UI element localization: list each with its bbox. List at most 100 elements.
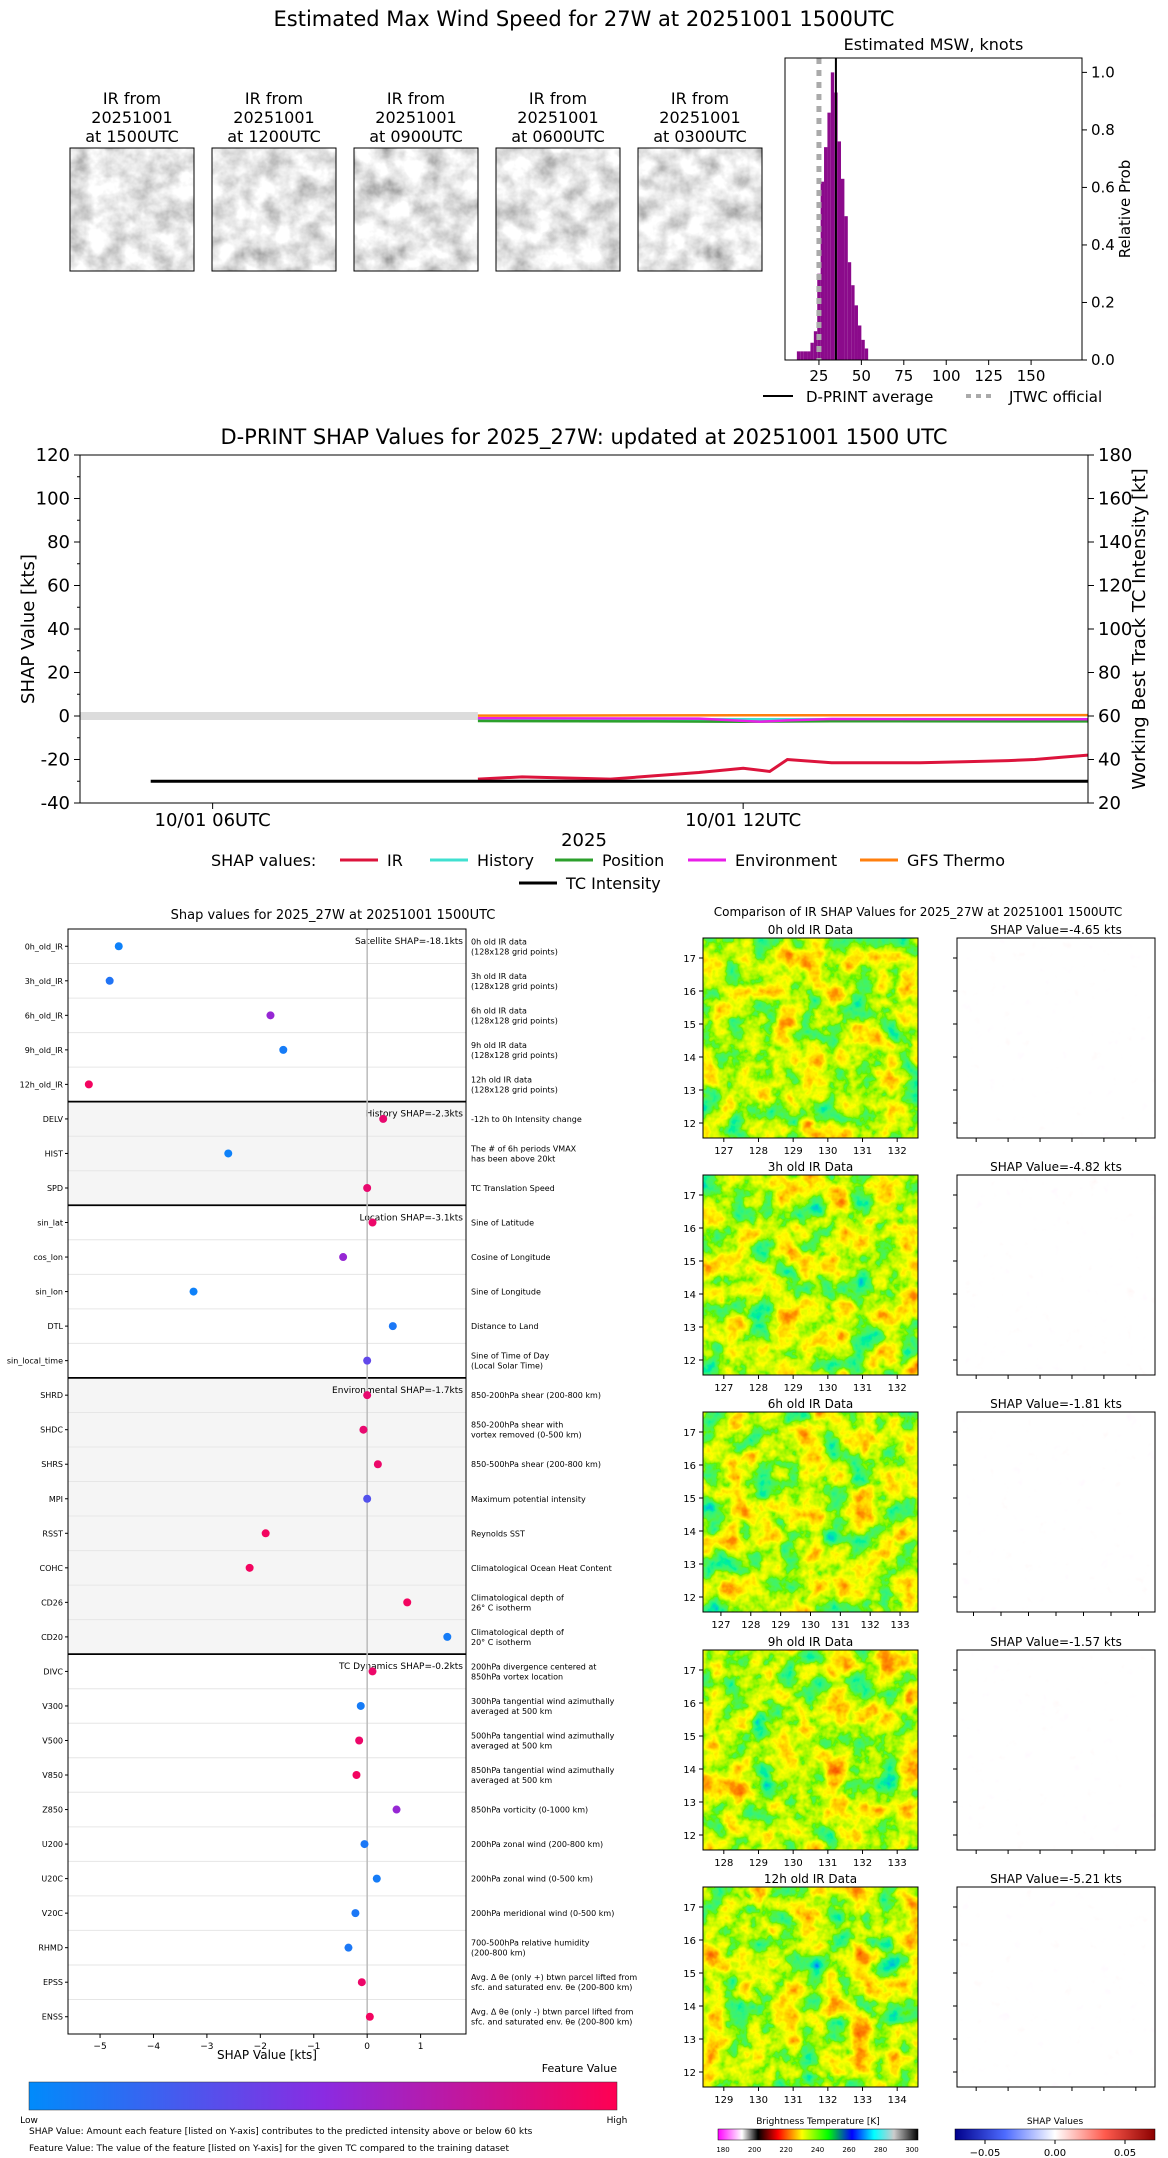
hist-ytick-label-2: 0.4 (1091, 236, 1115, 254)
thumb-title-0-2: at 1500UTC (85, 127, 179, 146)
thumb-title-1-0: IR from (245, 89, 303, 108)
ir-thumbnail-frame-1 (211, 147, 337, 272)
group-label-3: Environmental SHAP=-1.7kts (332, 1386, 463, 1396)
ir-thumbnail-2 (354, 148, 478, 271)
feature-name-SHRS: SHRS (41, 1460, 63, 1469)
ir-image-1 (703, 1175, 918, 1375)
feature-name-V850: V850 (42, 1771, 63, 1780)
feature-desc-EPSS-1: sfc. and saturated env. θe (200-800 km) (471, 1983, 632, 1992)
ir-ytick-label-0-5: 17 (683, 954, 696, 965)
hist-bar-1 (800, 351, 804, 360)
ir-ytick-label-1-5: 17 (683, 1191, 696, 1202)
bt-tick-label-2: 220 (779, 2146, 792, 2154)
ir-ytick-label-2-2: 14 (683, 1527, 696, 1538)
hist-bar-3 (807, 351, 811, 360)
ir-ytick-label-1-3: 15 (683, 1257, 696, 1268)
shap-point-CD26 (403, 1598, 412, 1607)
hist-bar-6 (817, 273, 821, 360)
footnote-feature: Feature Value: The value of the feature … (29, 2144, 509, 2154)
shap-point-DTL (388, 1322, 397, 1331)
shap-title-1: SHAP Value=-4.82 kts (990, 1160, 1122, 1174)
ir-title-0: 0h old IR Data (768, 923, 854, 937)
hist-bar-20 (864, 348, 869, 360)
ir-xtick-label-2-2: 129 (771, 1620, 790, 1631)
ir-ytick-label-1-4: 16 (683, 1224, 696, 1235)
feature-desc-CD26-0: Climatological depth of (471, 1593, 564, 1602)
ir-image-frame-0 (702, 937, 919, 1139)
feature-name-V20C: V20C (42, 1909, 64, 1918)
ir-ytick-label-1-2: 14 (683, 1290, 696, 1301)
scatter-xtick-label-1: −4 (147, 2042, 161, 2052)
ir-image-4 (703, 1887, 918, 2087)
shap-image-frame-3 (956, 1649, 1156, 1851)
shap-image-frame-1 (956, 1174, 1156, 1376)
group-label-2: Location SHAP=-3.1kts (359, 1213, 463, 1223)
feature-name-U200: U200 (42, 1840, 63, 1849)
thumb-title-4-0: IR from (671, 89, 729, 108)
ir-thumbnail-0 (70, 148, 194, 271)
shap-title-2: SHAP Value=-1.81 kts (990, 1397, 1122, 1411)
feature-colorbar: Feature Value Low High SHAP Value: Amoun… (20, 2062, 627, 2154)
thumb-title-2-2: at 0900UTC (369, 127, 463, 146)
ir-xtick-label-2-5: 132 (861, 1620, 880, 1631)
shap-point-U20C (372, 1874, 381, 1883)
colorbar-gradient (28, 2081, 618, 2111)
ir-ytick-label-3-1: 13 (683, 1798, 696, 1809)
feature-name-cos_lon: cos_lon (33, 1253, 63, 1262)
ir-xtick-label-3-1: 129 (749, 1858, 768, 1869)
hist-bar-12 (837, 141, 842, 360)
hist-xtick-label-5: 150 (1017, 367, 1046, 385)
feature-name-CD20: CD20 (41, 1633, 63, 1642)
feature-name-0h_old_IR: 0h_old_IR (25, 942, 64, 951)
shap-point-SHRD (363, 1391, 372, 1400)
shap-point-DELV (379, 1114, 388, 1123)
feature-desc-DIVC-1: 850hPa vortex location (471, 1672, 563, 1681)
ts-series-gfs-thermo (477, 713, 1089, 717)
ts-xtick-label-0: 10/01 06UTC (155, 810, 271, 831)
shap-point-HIST (224, 1149, 233, 1158)
thumb-title-2-0: IR from (387, 89, 445, 108)
ir-xtick-label-1-2: 129 (784, 1383, 803, 1394)
ir-title-1: 3h old IR Data (768, 1160, 854, 1174)
ir-xtick-label-4-1: 130 (749, 2095, 768, 2106)
ts-y2tick-label-6: 140 (1098, 532, 1132, 553)
scatter-frame (67, 928, 467, 2035)
shap-image-4 (957, 1887, 1155, 2087)
shap-point-V300 (356, 1701, 365, 1710)
ts-y2tick-label-8: 180 (1098, 445, 1132, 466)
ts-ytick-label-6: 80 (47, 532, 70, 553)
feature-desc-12h_old_IR-1: (128x128 grid points) (471, 1085, 558, 1094)
shap-point-EPSS (357, 1978, 366, 1987)
feature-desc-SHDC-0: 850-200hPa shear with (471, 1421, 563, 1430)
feature-name-DIVC: DIVC (43, 1667, 63, 1676)
ir-ytick-label-3-2: 14 (683, 1765, 696, 1776)
bt-tick-label-0: 180 (716, 2146, 729, 2154)
feature-name-SHDC: SHDC (40, 1426, 63, 1435)
ir-xtick-label-1-3: 130 (818, 1383, 837, 1394)
feature-desc-SPD-0: TC Translation Speed (470, 1184, 555, 1193)
bt-tick-label-6: 300 (905, 2146, 918, 2154)
hist-ytick-label-1: 0.2 (1091, 293, 1115, 311)
feature-desc-sin_lon-0: Sine of Longitude (471, 1288, 541, 1297)
feature-desc-V850-0: 850hPa tangential wind azimuthally (471, 1766, 615, 1775)
ir-ytick-label-4-5: 17 (683, 1903, 696, 1914)
ts-ytick-label-8: 120 (36, 445, 70, 466)
ir-image-3 (703, 1650, 918, 1850)
shap-cbar-tick-label-0: −0.05 (970, 2148, 1001, 2158)
ir-xtick-label-3-5: 133 (888, 1858, 907, 1869)
hist-bar-10 (830, 72, 835, 360)
feature-desc-RHMD-0: 700-500hPa relative humidity (471, 1939, 590, 1948)
group-label-1: History SHAP=-2.3kts (366, 1110, 464, 1120)
ts-legend-label-history: History (477, 851, 534, 870)
top-legend: D-PRINT average JTWC official (763, 388, 1102, 406)
shap-image-frame-0 (956, 937, 1156, 1139)
feature-desc-0h_old_IR-0: 0h old IR data (471, 937, 527, 946)
scatter-xtick-label-2: −3 (200, 2042, 213, 2052)
ts-series-ir (477, 753, 1089, 781)
ir-image-frame-1 (702, 1174, 919, 1376)
hist-bar-5 (813, 331, 818, 360)
ts-ytick-label-5: 60 (47, 576, 70, 597)
shap-colorbar: SHAP Values −0.05 0.00 0.05 (954, 2117, 1156, 2158)
hist-xtick-label-2: 75 (894, 367, 913, 385)
feature-desc-CD20-1: 20° C isotherm (471, 1638, 531, 1647)
